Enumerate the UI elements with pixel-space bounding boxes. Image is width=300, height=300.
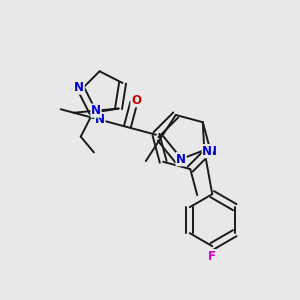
Text: N: N [91, 104, 101, 117]
Text: N: N [74, 81, 84, 94]
Text: N: N [176, 153, 186, 166]
Text: H: H [89, 111, 98, 121]
Text: O: O [131, 94, 141, 107]
Text: N: N [202, 145, 212, 158]
Text: F: F [208, 250, 216, 263]
Text: N: N [207, 145, 217, 158]
Text: N: N [95, 113, 105, 126]
